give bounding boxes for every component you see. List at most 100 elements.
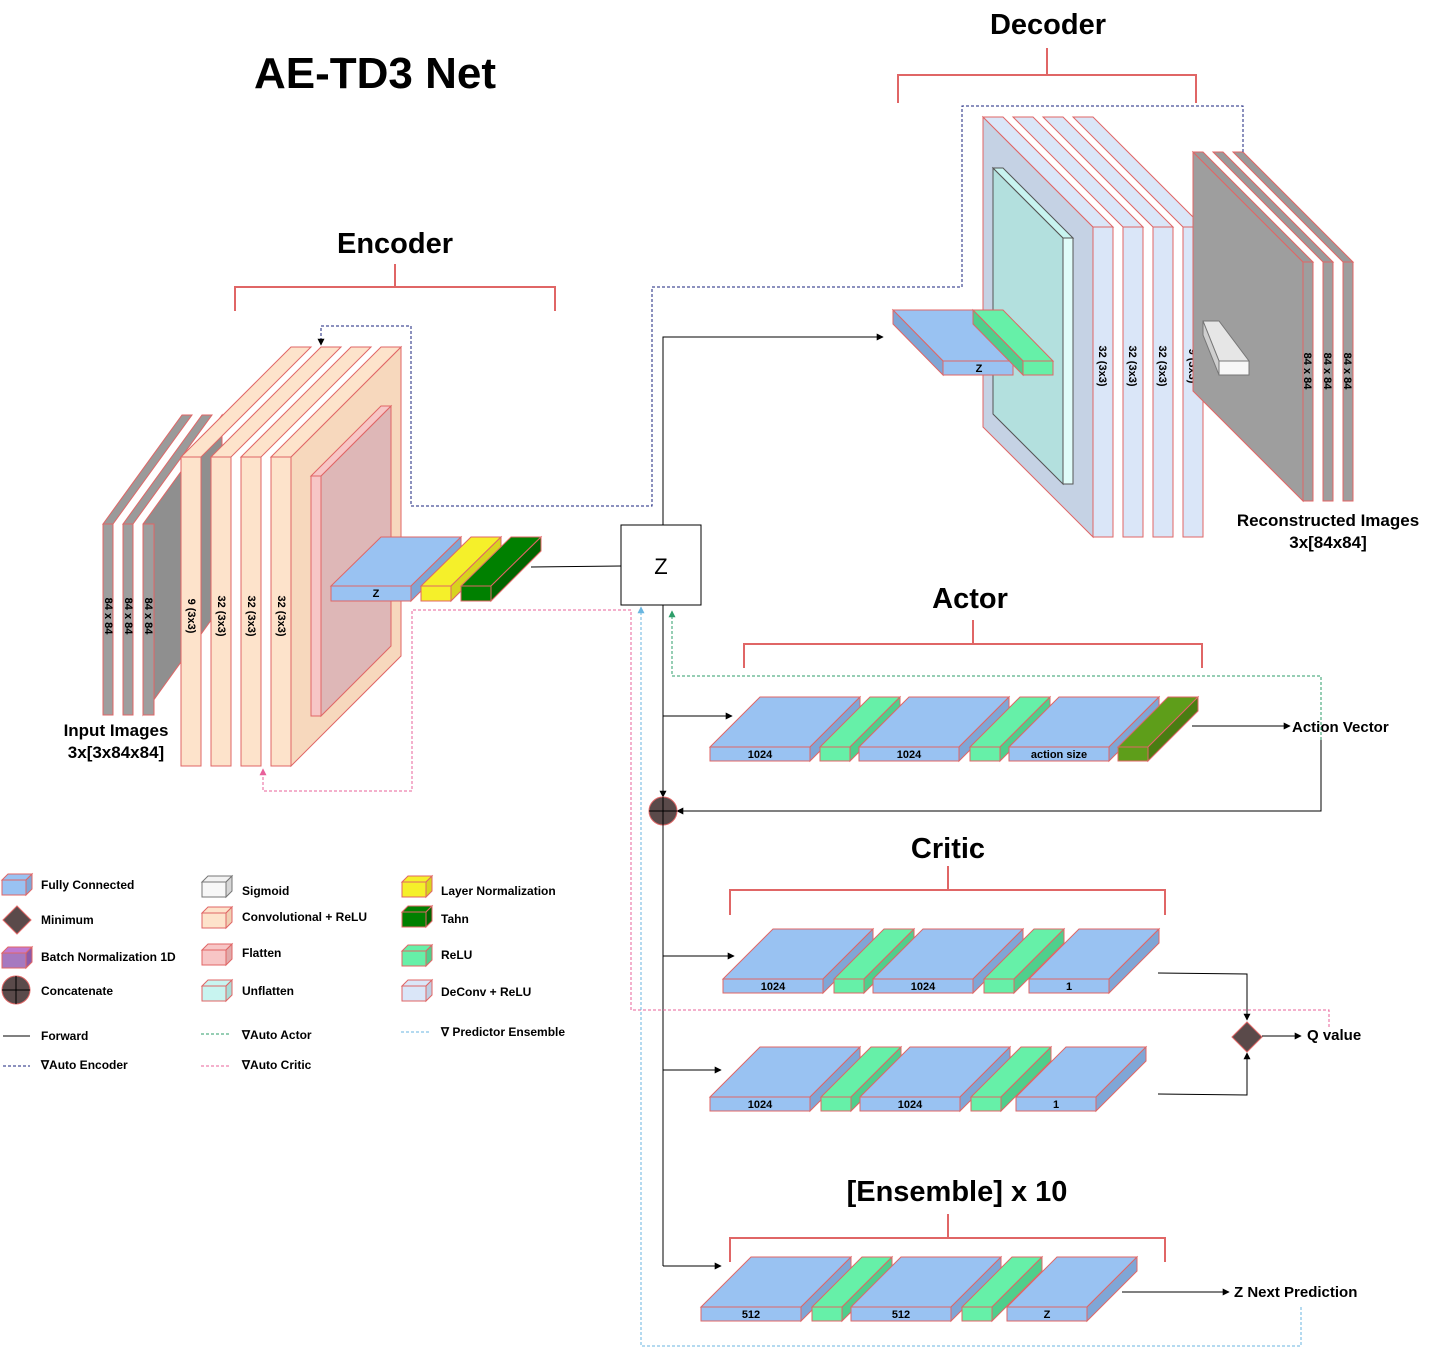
legend-conv-icon bbox=[200, 905, 234, 930]
critic1-fc-1 bbox=[721, 927, 875, 995]
conv-label-1: 9 (3x3) bbox=[185, 599, 197, 634]
tanh-block bbox=[459, 535, 543, 603]
critic2-to-min-arrow bbox=[1157, 1052, 1251, 1096]
actor-fc-label-3: action size bbox=[1031, 749, 1087, 761]
actor-fc-label-1: 1024 bbox=[748, 749, 773, 761]
encoder-title: Encoder bbox=[337, 228, 453, 260]
action-to-concat-arrow bbox=[676, 740, 1322, 815]
encoder-bracket bbox=[234, 264, 556, 311]
conv-label-3: 32 (3x3) bbox=[245, 596, 257, 637]
legend-predictor-ensemble: ∇ Predictor Ensemble bbox=[440, 1025, 565, 1039]
critic1-fc-label-2: 1024 bbox=[911, 981, 936, 993]
z-node bbox=[620, 524, 702, 606]
actor-act-3 bbox=[1116, 695, 1200, 763]
critic2-fc-label-3: 1 bbox=[1053, 1099, 1059, 1111]
legend-fully-connected-icon bbox=[0, 872, 34, 897]
critic2-act-2 bbox=[969, 1045, 1053, 1113]
encoder-image-label-1: 84 x 84 bbox=[102, 598, 114, 636]
ensemble-fc-label-2: 512 bbox=[892, 1309, 910, 1321]
decoder-title: Decoder bbox=[990, 9, 1106, 41]
legend-tanh-icon bbox=[400, 904, 434, 929]
ensemble-title: [Ensemble] x 10 bbox=[847, 1176, 1068, 1208]
legend-tanh: Tahn bbox=[441, 912, 469, 926]
legend-auto-critic: ∇Auto Critic bbox=[241, 1058, 312, 1072]
z-node-label: Z bbox=[654, 554, 667, 579]
ensemble-fc-1 bbox=[699, 1255, 853, 1323]
deconv-label-2: 32 (3x3) bbox=[1126, 346, 1138, 387]
critic1-fc-label-3: 1 bbox=[1066, 981, 1072, 993]
critic-title: Critic bbox=[911, 833, 985, 865]
legend-conv-relu: Convolutional + ReLU bbox=[242, 910, 367, 924]
legend-relu-icon bbox=[400, 943, 434, 968]
encoder-image-label-2: 84 x 84 bbox=[122, 598, 134, 636]
legend-sigmoid-icon bbox=[200, 874, 234, 899]
input-images-label: Input Images bbox=[64, 721, 169, 740]
encoder-group: 84 x 84 84 x 84 84 x 84 9 (3x3) 32 (3x3)… bbox=[102, 345, 543, 768]
legend-relu: ReLU bbox=[441, 948, 472, 962]
legend-flatten: Flatten bbox=[242, 946, 281, 960]
sigmoid-block bbox=[1202, 320, 1250, 376]
ensemble-fc-label-3: Z bbox=[1044, 1309, 1051, 1321]
critic-network-2: 1024 1024 1 bbox=[708, 1045, 1148, 1113]
conv-label-4: 32 (3x3) bbox=[275, 596, 287, 637]
legend-minimum: Minimum bbox=[41, 913, 94, 927]
encoder-to-z-line bbox=[530, 565, 622, 568]
decoder-fc-label: Z bbox=[976, 363, 983, 375]
legend-unflatten-icon bbox=[200, 978, 234, 1003]
legend-layer-norm: Layer Normalization bbox=[441, 884, 556, 898]
minimum-node bbox=[1231, 1021, 1263, 1053]
reconstructed-images-label: Reconstructed Images bbox=[1237, 511, 1419, 530]
legend-concatenate: Concatenate bbox=[41, 984, 113, 998]
reconstructed-image-stack bbox=[1191, 150, 1355, 503]
actor-fc-label-2: 1024 bbox=[897, 749, 922, 761]
critic-network-1: 1024 1024 1 bbox=[721, 927, 1161, 995]
decoder-relu-block bbox=[971, 308, 1055, 377]
z-to-decoder-arrow bbox=[662, 333, 884, 525]
diagram-title: AE-TD3 Net bbox=[254, 49, 496, 98]
decoder-bracket bbox=[897, 48, 1197, 103]
encoder-fc-label: Z bbox=[373, 588, 380, 600]
legend-deconv-icon bbox=[400, 978, 434, 1003]
legend-concatenate-icon bbox=[1, 975, 31, 1005]
legend-deconv-relu: DeConv + ReLU bbox=[441, 985, 531, 999]
auto-actor-gradient-path bbox=[668, 610, 1322, 740]
legend-flatten-icon bbox=[200, 942, 234, 967]
legend-batch-norm: Batch Normalization 1D bbox=[41, 950, 176, 964]
critic1-fc-label-1: 1024 bbox=[761, 981, 786, 993]
legend-sigmoid: Sigmoid bbox=[242, 884, 289, 898]
deconv-label-3: 32 (3x3) bbox=[1156, 346, 1168, 387]
actor-bracket bbox=[743, 620, 1203, 668]
legend-layer-norm-icon bbox=[400, 874, 434, 899]
legend-fully-connected: Fully Connected bbox=[41, 878, 134, 892]
decoder-group: 32 (3x3) 32 (3x3) 32 (3x3) 9 (3x3) Z bbox=[891, 115, 1355, 539]
critic-bracket bbox=[729, 866, 1166, 915]
deconv-label-1: 32 (3x3) bbox=[1096, 346, 1108, 387]
ensemble-act-2 bbox=[960, 1255, 1044, 1323]
critic1-fc-3 bbox=[1027, 927, 1161, 995]
critic1-to-min-arrow bbox=[1157, 972, 1251, 1021]
ensemble-bracket bbox=[729, 1214, 1166, 1262]
input-image-stack bbox=[102, 413, 223, 717]
ensemble-fc-3 bbox=[1005, 1255, 1139, 1323]
actor-network: 1024 1024 action size bbox=[708, 695, 1200, 763]
z-next-prediction-label: Z Next Prediction bbox=[1234, 1284, 1357, 1301]
critic1-act-2 bbox=[982, 927, 1066, 995]
q-value-label: Q value bbox=[1307, 1027, 1361, 1044]
decoder-image-label-3: 84 x 84 bbox=[1341, 353, 1353, 391]
decoder-image-label-1: 84 x 84 bbox=[1301, 353, 1313, 391]
critic2-fc-label-1: 1024 bbox=[748, 1099, 773, 1111]
input-images-shape: 3x[3x84x84] bbox=[68, 743, 164, 762]
critic2-fc-3 bbox=[1014, 1045, 1148, 1113]
unflatten-slab bbox=[991, 166, 1075, 486]
ensemble-network: 512 512 Z bbox=[699, 1255, 1139, 1323]
legend-minimum-icon bbox=[2, 905, 32, 935]
legend: Fully Connected Minimum Batch Normalizat… bbox=[0, 872, 565, 1072]
action-vector-label: Action Vector bbox=[1292, 719, 1389, 736]
legend-auto-encoder: ∇Auto Encoder bbox=[40, 1058, 128, 1072]
concatenate-node bbox=[648, 796, 678, 826]
auto-encoder-gradient-path bbox=[317, 105, 1244, 507]
legend-auto-actor: ∇Auto Actor bbox=[241, 1028, 312, 1042]
ensemble-fc-label-1: 512 bbox=[742, 1309, 760, 1321]
critic2-fc-label-2: 1024 bbox=[898, 1099, 923, 1111]
